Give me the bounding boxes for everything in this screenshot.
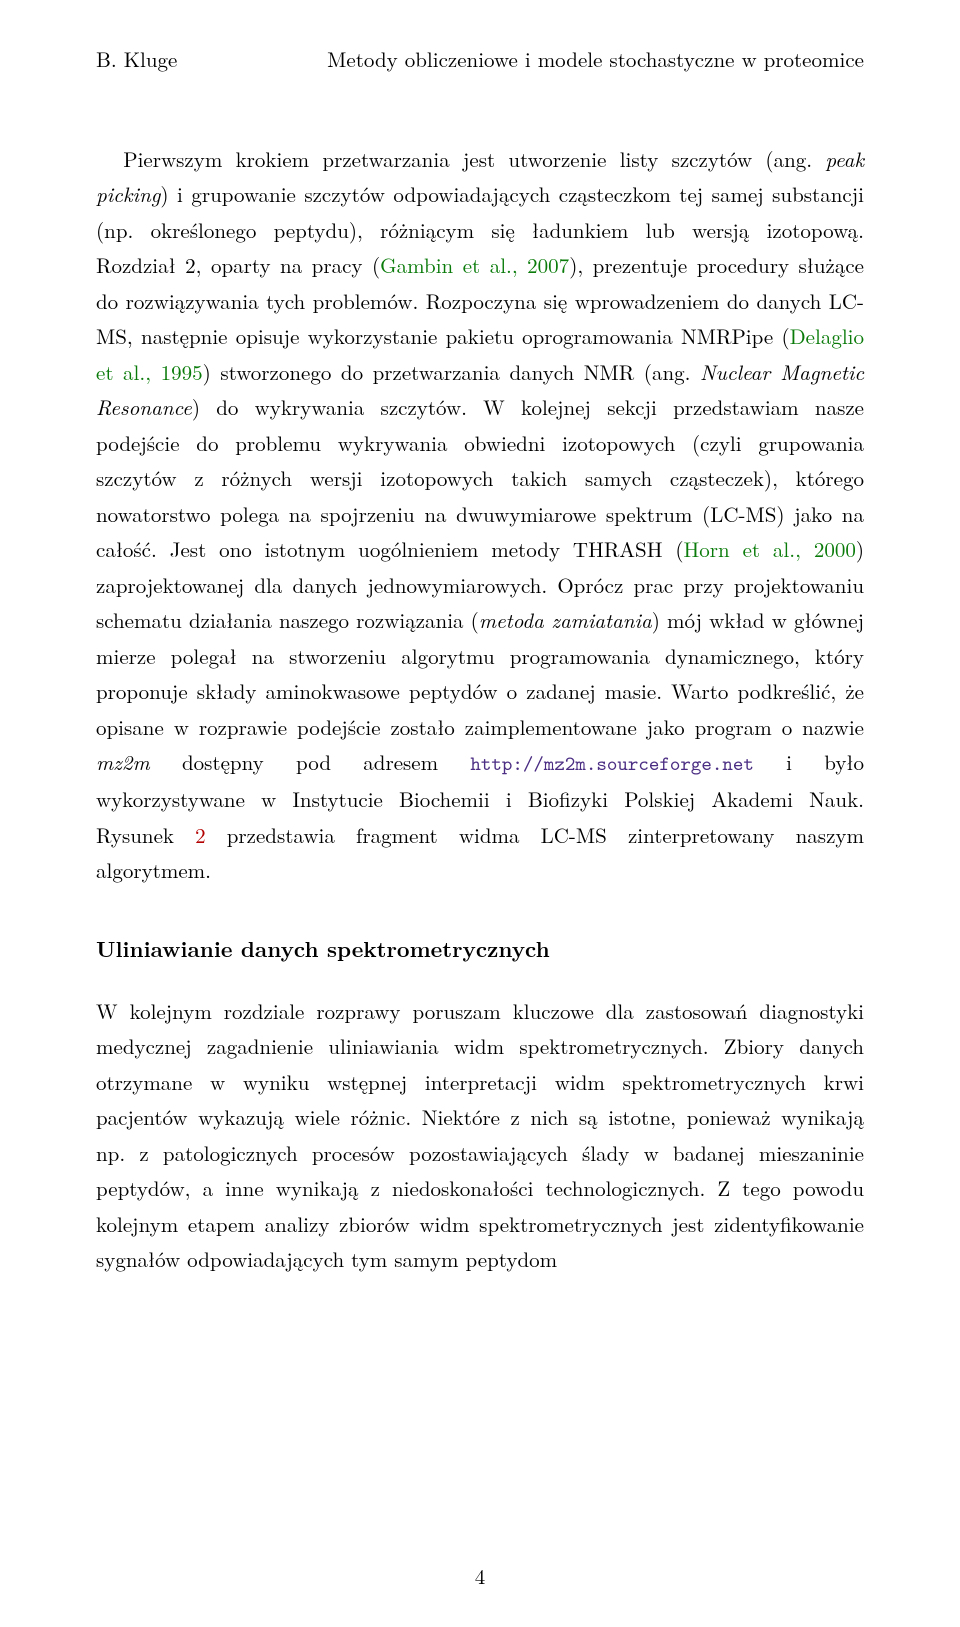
text: przedstawia fragment widma LC-MS zinterp… bbox=[96, 820, 864, 885]
figure-ref-2[interactable]: 2 bbox=[195, 820, 206, 850]
page-number: 4 bbox=[0, 1561, 960, 1591]
url-mz2m[interactable]: http://mz2m.sourceforge.net bbox=[470, 751, 754, 777]
term-mz2m: mz2m bbox=[96, 747, 150, 777]
paragraph-2: W kolejnym rozdziale rozprawy poruszam k… bbox=[96, 994, 864, 1278]
citation-horn-2000[interactable]: Horn et al., 2000 bbox=[684, 534, 856, 564]
text: Pierwszym krokiem przetwarzania jest utw… bbox=[123, 144, 825, 174]
text: dostępny pod adresem bbox=[150, 747, 471, 777]
header-title: Metody obliczeniowe i modele stochastycz… bbox=[327, 44, 864, 74]
citation-gambin-2007[interactable]: Gambin et al., 2007 bbox=[380, 250, 569, 280]
section-heading-uliniawianie: Uliniawianie danych spektrometrycznych bbox=[96, 930, 864, 967]
paragraph-1: Pierwszym krokiem przetwarzania jest utw… bbox=[96, 142, 864, 888]
header-author: B. Kluge bbox=[96, 44, 177, 74]
text: ) stworzonego do przetwarzania danych NM… bbox=[203, 357, 700, 387]
term-metoda-zamiatania: metoda zamiatania bbox=[479, 605, 652, 635]
